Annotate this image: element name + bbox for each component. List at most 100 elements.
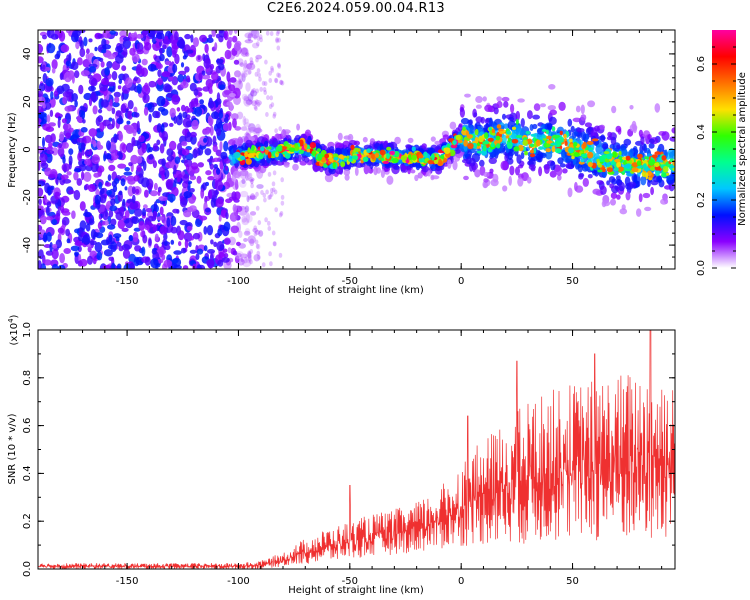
spectrogram-cell [51, 249, 59, 260]
spectrogram-cell [240, 126, 248, 131]
spectrogram-cell [196, 248, 204, 255]
spectrogram-cell [528, 164, 536, 170]
spectrogram-cell [233, 59, 240, 65]
spectrogram-cell [224, 49, 232, 60]
spectrogram-cell [442, 134, 450, 140]
spectrogram-cell [55, 112, 61, 118]
spectrogram-cell [267, 226, 272, 231]
spectrogram-cell [94, 242, 103, 253]
spectrogram-cell [54, 191, 60, 200]
spectrogram-cell [382, 161, 390, 164]
spectrogram-cell [638, 129, 644, 137]
spectrogram-cell [241, 70, 246, 79]
spectrogram-cell [574, 181, 578, 192]
spectrogram-cell [644, 156, 650, 160]
spectrogram-cell [169, 107, 176, 118]
spectrogram-cell [329, 158, 334, 162]
spectrogram-cell [273, 241, 277, 247]
spectrogram-x-axis-label: Height of straight line (km) [288, 285, 424, 296]
spectrogram-cell [38, 90, 44, 98]
spectrogram-cell [271, 187, 276, 193]
spectrogram-cell [616, 194, 621, 200]
spectrogram-cell [598, 135, 606, 141]
spectrogram-cell [268, 78, 273, 83]
spectrogram-cell [280, 80, 285, 86]
spectrogram-cell [335, 142, 344, 149]
spectrogram-cell [208, 34, 213, 39]
spectrogram-cell [249, 195, 257, 200]
spectrogram-cell [270, 65, 274, 71]
spectrogram-cell [366, 148, 372, 153]
spectrogram-cell [133, 76, 138, 82]
spectrogram-cell [153, 143, 158, 151]
spectrogram-cell [151, 215, 156, 222]
spectrogram-cell [573, 141, 578, 147]
spectrogram-cell [623, 138, 632, 146]
spectrogram-cell [266, 95, 270, 101]
spectrogram-cell [276, 30, 281, 35]
spectrogram-cell [62, 178, 72, 184]
spectrogram-cell [50, 185, 55, 191]
spectrogram-cell [130, 154, 139, 165]
spectrogram-cell [127, 110, 133, 120]
spectrogram-cell [380, 169, 385, 178]
spectrogram-cell [190, 34, 194, 43]
spectrogram-cell [271, 181, 276, 187]
spectrogram-cell [72, 139, 78, 144]
spectrogram-cell [592, 188, 601, 195]
spectrogram-cell [141, 67, 148, 77]
y-tick-label: 0 [22, 146, 33, 152]
spectrogram-cell [269, 31, 274, 37]
spectrogram-cell [144, 42, 152, 51]
spectrogram-cell [157, 69, 162, 78]
spectrogram-cell [201, 70, 206, 76]
spectrogram-cell [586, 141, 594, 145]
spectrogram-cell [649, 166, 656, 171]
spectrogram-cell [280, 177, 285, 183]
spectrogram-cell [211, 71, 219, 81]
spectrogram-cell [159, 143, 165, 154]
spectrogram-cell [212, 144, 218, 153]
spectrogram-cell [248, 123, 256, 133]
spectrogram-cell [457, 139, 463, 144]
spectrogram-cell [233, 151, 241, 159]
spectrogram-cell [484, 104, 493, 113]
spectrogram-cell [38, 260, 42, 269]
spectrogram-cell [48, 122, 56, 127]
spectrogram-cell [240, 257, 244, 262]
spectrogram-cell [482, 144, 487, 152]
spectrogram-cell [62, 91, 72, 98]
spectrogram-cell [581, 131, 587, 142]
spectrogram-cell [249, 60, 254, 65]
spectrogram-cell [81, 171, 85, 181]
spectrogram-cell [118, 245, 124, 252]
spectrogram-cell [216, 92, 221, 103]
spectrogram-cell [197, 92, 203, 97]
spectrogram-cell [430, 136, 436, 142]
spectrogram-cell [203, 129, 211, 135]
spectrogram-cell [460, 117, 470, 125]
spectrogram-cell [74, 70, 80, 79]
spectrogram-cell [68, 155, 73, 166]
spectrogram-cell [46, 114, 51, 123]
spectrogram-cell [166, 46, 173, 58]
spectrogram-cell [246, 62, 256, 71]
spectrogram-cell [90, 139, 96, 145]
spectrogram-cell [141, 58, 148, 66]
spectrogram-cell [636, 208, 642, 217]
y-tick-label: 0.8 [22, 370, 33, 386]
spectrogram-cell [258, 76, 262, 82]
spectrogram-cell [245, 158, 252, 165]
spectrogram-cell [100, 239, 110, 246]
spectrogram-cell [502, 134, 507, 144]
spectrogram-cell [172, 208, 179, 214]
spectrogram-cell [224, 117, 229, 124]
spectrogram-cell [109, 205, 118, 212]
spectrogram-cell [246, 63, 253, 70]
spectrogram-cell [99, 194, 107, 204]
spectrogram-cell [276, 145, 283, 152]
spectrogram-cell [110, 218, 117, 226]
spectrogram-cell [185, 163, 190, 172]
spectrogram-cell [489, 168, 494, 174]
spectrogram-cell [49, 242, 53, 252]
